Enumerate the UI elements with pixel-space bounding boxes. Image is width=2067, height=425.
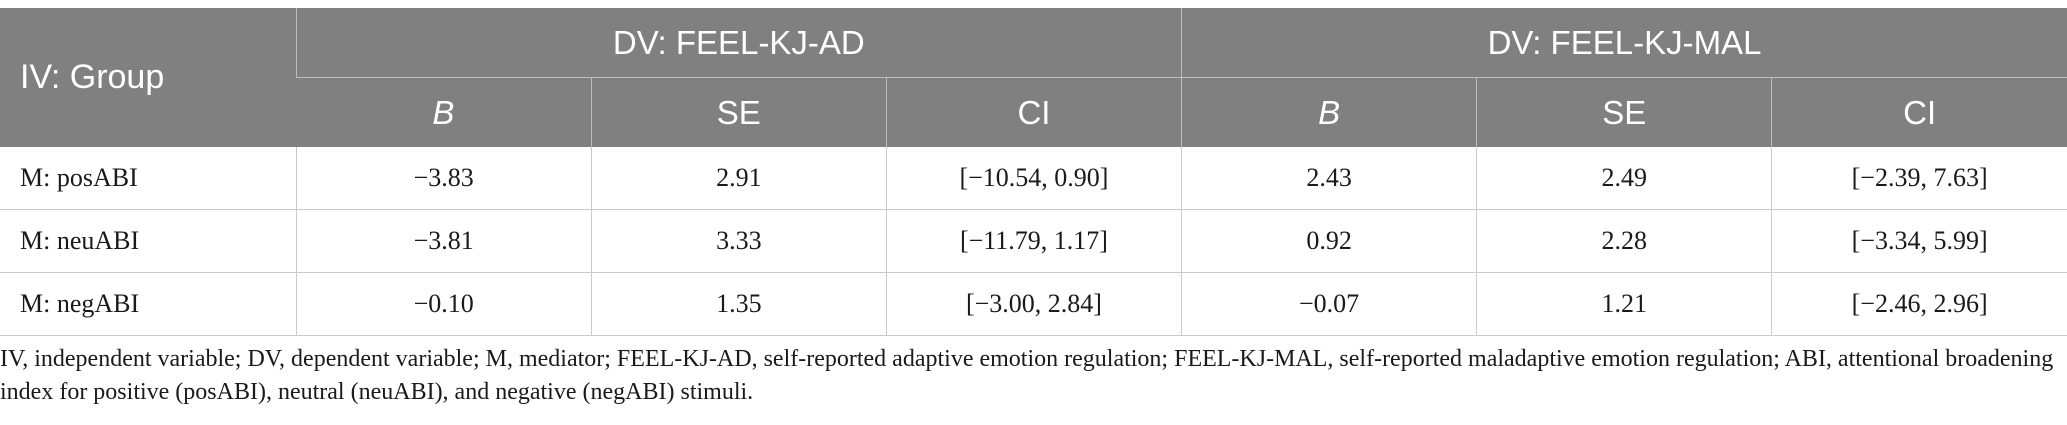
cell-mal-se: 1.21	[1476, 272, 1772, 336]
cell-ad-b: −0.10	[295, 272, 592, 336]
dv-mal-header: DV: FEEL-KJ-MAL	[1181, 8, 2067, 78]
mal-se-header: SE	[1476, 77, 1772, 147]
table-row: M: neuABI −3.81 3.33 [−11.79, 1.17] 0.92…	[0, 209, 2067, 273]
ad-b-header: B	[296, 77, 592, 147]
cell-mal-ci: [−2.46, 2.96]	[1771, 272, 2067, 336]
cell-ad-b: −3.81	[295, 209, 592, 273]
cell-ad-b: −3.83	[295, 147, 592, 210]
cell-ad-ci: [−10.54, 0.90]	[885, 147, 1182, 210]
mal-ci-header: CI	[1771, 77, 2067, 147]
dv-ad-header: DV: FEEL-KJ-AD	[295, 8, 1182, 78]
table-header: IV: Group DV: FEEL-KJ-AD DV: FEEL-KJ-MAL…	[0, 8, 2067, 147]
cell-mal-b: 2.43	[1181, 147, 1477, 210]
row-label: M: neuABI	[0, 209, 297, 273]
results-table: IV: Group DV: FEEL-KJ-AD DV: FEEL-KJ-MAL…	[0, 8, 2067, 336]
mal-b-header: B	[1181, 77, 1477, 147]
cell-mal-b: −0.07	[1181, 272, 1477, 336]
table-row: M: negABI −0.10 1.35 [−3.00, 2.84] −0.07…	[0, 272, 2067, 336]
cell-ad-se: 2.91	[590, 147, 887, 210]
cell-ad-ci: [−11.79, 1.17]	[885, 209, 1182, 273]
cell-mal-se: 2.49	[1476, 147, 1772, 210]
group-header: IV: Group	[0, 8, 297, 147]
row-label: M: negABI	[0, 272, 297, 336]
header-row-sub: B SE CI B SE CI	[0, 77, 2067, 147]
row-label: M: posABI	[0, 147, 297, 210]
table-body: M: posABI −3.83 2.91 [−10.54, 0.90] 2.43…	[0, 147, 2067, 336]
ad-ci-header: CI	[885, 77, 1182, 147]
header-row-top: IV: Group DV: FEEL-KJ-AD DV: FEEL-KJ-MAL	[0, 8, 2067, 147]
results-table-container: IV: Group DV: FEEL-KJ-AD DV: FEEL-KJ-MAL…	[0, 8, 2067, 336]
cell-mal-b: 0.92	[1181, 209, 1477, 273]
cell-ad-se: 3.33	[590, 209, 887, 273]
cell-ad-ci: [−3.00, 2.84]	[885, 272, 1182, 336]
cell-mal-ci: [−3.34, 5.99]	[1771, 209, 2067, 273]
table-footnote: IV, independent variable; DV, dependent …	[0, 346, 2054, 405]
cell-ad-se: 1.35	[590, 272, 887, 336]
cell-mal-se: 2.28	[1476, 209, 1772, 273]
cell-mal-ci: [−2.39, 7.63]	[1771, 147, 2067, 210]
ad-se-header: SE	[590, 77, 887, 147]
table-row: M: posABI −3.83 2.91 [−10.54, 0.90] 2.43…	[0, 147, 2067, 210]
